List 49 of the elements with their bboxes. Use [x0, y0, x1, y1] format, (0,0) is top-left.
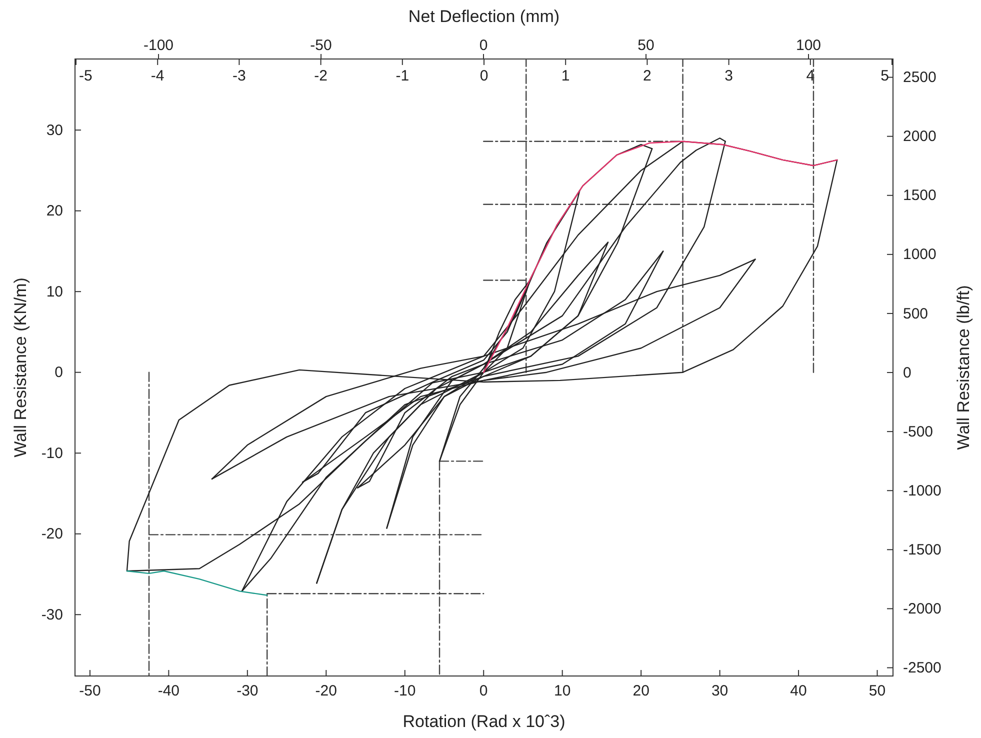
- y2-tick-label: -1000: [903, 482, 942, 500]
- y-tick-label: -30: [41, 606, 63, 624]
- y-tick-label: 20: [46, 202, 63, 220]
- x2-tick-label: 0: [479, 37, 488, 54]
- x2-axis-title: Net Deflection (mm): [408, 7, 560, 26]
- x-tick-label: -10: [394, 682, 416, 700]
- x-axis-title: Rotation (Rad x 10ˆ3): [402, 712, 566, 731]
- annotation: 3: [724, 68, 733, 84]
- x-tick-label: -20: [315, 682, 337, 700]
- x2-tick-label: -50: [310, 37, 332, 54]
- x-tick-label: 10: [554, 682, 571, 700]
- x-tick-label: 20: [632, 682, 650, 700]
- x-tick-label: -50: [79, 682, 101, 700]
- y2-tick-label: -2500: [903, 660, 942, 677]
- annotation: 4: [806, 68, 815, 84]
- annotation: -4: [150, 68, 164, 84]
- y-tick-label: -20: [41, 526, 63, 543]
- x2-tick-label: 50: [638, 37, 654, 54]
- y2-tick-label: 2500: [903, 69, 936, 86]
- annotation: -1: [396, 68, 410, 84]
- annotation: -5: [79, 68, 92, 84]
- x2-tick-label: -100: [144, 37, 174, 54]
- y-tick-label: 0: [54, 364, 63, 382]
- y2-tick-label: -2000: [903, 600, 942, 618]
- y2-tick-label: -1500: [903, 541, 942, 558]
- y2-tick-label: 1500: [903, 187, 936, 204]
- x-tick-label: 30: [711, 682, 728, 700]
- annotation: 2: [643, 68, 652, 84]
- y-tick-label: -10: [41, 444, 63, 462]
- y2-tick-label: 2000: [903, 128, 936, 146]
- annotation: -3: [232, 68, 246, 84]
- annotation: 0: [480, 68, 488, 84]
- y-tick-label: 30: [46, 122, 63, 139]
- x-tick-label: -40: [158, 682, 180, 700]
- y-tick-label: 10: [46, 283, 63, 300]
- annotation: -2: [314, 68, 328, 84]
- y2-tick-label: -500: [903, 423, 934, 440]
- y-axis-title: Wall Resistance (KN/m): [11, 278, 30, 458]
- x-tick-label: 50: [868, 682, 886, 700]
- y2-tick-label: 0: [903, 364, 912, 382]
- x-tick-label: -30: [236, 682, 258, 700]
- y2-axis-title: Wall Resistance (lb/ft): [954, 285, 973, 450]
- annotation: 1: [561, 68, 570, 84]
- annotation: 5: [880, 68, 889, 84]
- x-tick-label: 0: [479, 682, 488, 700]
- y2-tick-label: 1000: [903, 246, 936, 264]
- x-tick-label: 40: [790, 682, 807, 700]
- x2-tick-label: 100: [796, 37, 822, 54]
- y2-tick-label: 500: [903, 305, 928, 322]
